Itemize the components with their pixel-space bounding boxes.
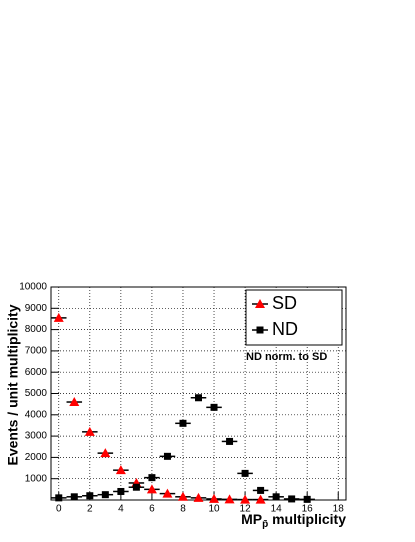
legend-marker xyxy=(256,326,264,334)
point xyxy=(272,493,280,501)
legend-label: SD xyxy=(272,293,297,313)
point xyxy=(148,474,156,482)
x-axis-label: MPp̄ multiplicity xyxy=(241,511,346,530)
point xyxy=(70,493,78,501)
point xyxy=(177,491,188,501)
y-axis-label: Events / unit multiplicity xyxy=(5,304,21,465)
point xyxy=(257,486,265,494)
x-label-main: MP xyxy=(241,511,262,527)
point xyxy=(117,487,125,495)
x-tick-label: 14 xyxy=(271,504,283,515)
y-tick-label: 3000 xyxy=(25,431,48,442)
x-tick-label: 6 xyxy=(149,504,155,515)
y-tick-label: 6000 xyxy=(25,367,48,378)
point xyxy=(240,494,251,504)
point xyxy=(226,437,234,445)
point xyxy=(86,492,94,500)
point xyxy=(101,491,109,499)
y-tick-label: 9000 xyxy=(25,303,48,314)
x-tick-label: 18 xyxy=(333,504,345,515)
point xyxy=(303,495,311,503)
point xyxy=(288,495,296,503)
point xyxy=(255,494,266,504)
point xyxy=(69,397,80,407)
x-tick-label: 16 xyxy=(302,504,314,515)
x-tick-label: 8 xyxy=(180,504,186,515)
point xyxy=(132,483,140,491)
y-tick-label: 10000 xyxy=(19,282,47,293)
point xyxy=(209,493,220,503)
point xyxy=(210,403,218,411)
point xyxy=(195,394,202,402)
x-tick-label: 10 xyxy=(208,504,220,515)
legend-marker xyxy=(255,299,265,308)
y-tick-label: 1000 xyxy=(25,473,48,484)
point xyxy=(146,484,157,494)
x-label-rest: multiplicity xyxy=(268,511,346,527)
point xyxy=(55,494,63,502)
point xyxy=(193,492,204,502)
x-tick-label: 2 xyxy=(87,504,93,515)
point xyxy=(100,448,111,458)
legend-box xyxy=(245,289,343,346)
x-label-sub: p̄ xyxy=(262,519,268,530)
x-tick-label: 0 xyxy=(56,504,62,515)
y-tick-label: 8000 xyxy=(25,324,48,335)
y-tick-label: 4000 xyxy=(25,409,48,420)
y-tick-label: 5000 xyxy=(25,388,48,399)
point xyxy=(162,488,173,498)
point xyxy=(84,426,95,436)
point xyxy=(241,469,249,477)
y-tick-label: 7000 xyxy=(25,346,48,357)
point xyxy=(179,419,187,427)
point xyxy=(224,494,235,504)
point xyxy=(115,465,126,475)
point xyxy=(53,312,64,322)
legend-label: ND xyxy=(272,319,298,339)
annotation: ND norm. to SD xyxy=(246,351,327,363)
x-tick-label: 4 xyxy=(118,504,124,515)
y-tick-label: 2000 xyxy=(25,452,48,463)
point xyxy=(163,452,171,460)
x-tick-label: 12 xyxy=(240,504,252,515)
